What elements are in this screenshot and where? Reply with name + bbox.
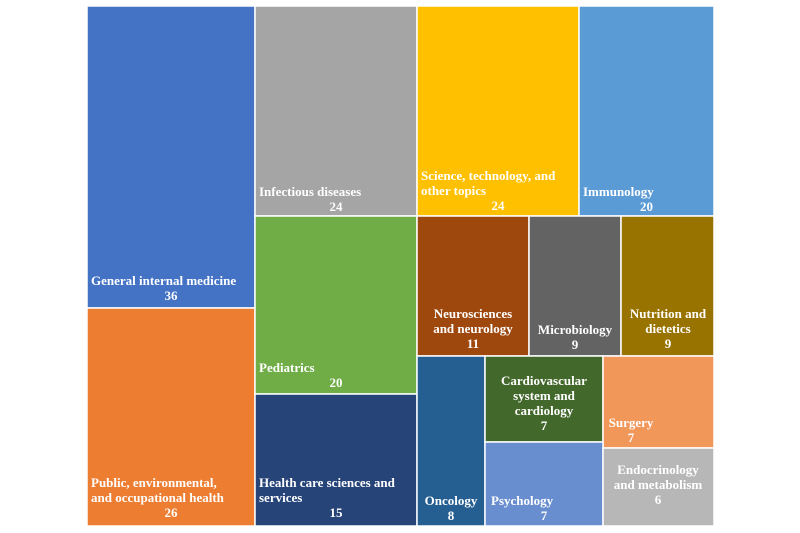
- tile-value-general-internal-medicine: 36: [165, 288, 179, 303]
- tile-oncology: [416, 355, 486, 527]
- tile-value-infectious-diseases: 24: [330, 199, 344, 214]
- tile-label-psychology: Psychology: [491, 493, 554, 508]
- tile-value-immunology: 20: [640, 199, 653, 214]
- tile-general-internal-medicine: [86, 5, 256, 309]
- tile-label-surgery: Surgery: [609, 415, 654, 430]
- tile-value-neurosciences-and-neurology: 11: [467, 336, 479, 351]
- tile-endocrinology-and-metabolism: [602, 447, 715, 527]
- tile-nutrition-and-dietetics: [620, 215, 715, 357]
- tile-value-psychology: 7: [541, 508, 548, 523]
- tile-value-health-care-sciences-and-services: 15: [330, 505, 344, 520]
- tile-value-nutrition-and-dietetics: 9: [665, 336, 672, 351]
- tile-infectious-diseases: [254, 5, 418, 217]
- tile-health-care-sciences-and-services: [254, 393, 418, 527]
- tile-label-pediatrics: Pediatrics: [259, 360, 315, 375]
- tile-microbiology: [528, 215, 622, 357]
- tile-neurosciences-and-neurology: [416, 215, 530, 357]
- tile-label-immunology: Immunology: [583, 184, 654, 199]
- tile-label-science-technology-and-other-topics: Science, technology, and other topics: [421, 168, 556, 198]
- tile-label-public-environmental-and-occupational-health: Public, environmental, and occupational h…: [91, 475, 225, 505]
- tile-pediatrics: [254, 215, 418, 395]
- tile-value-cardiovascular-system-and-cardiology: 7: [541, 418, 548, 433]
- tile-label-microbiology: Microbiology: [538, 322, 613, 337]
- tile-label-neurosciences-and-neurology: Neurosciences and neurology: [433, 306, 513, 336]
- tile-public-environmental-and-occupational-health: [86, 307, 256, 527]
- tile-label-oncology: Oncology: [425, 493, 478, 508]
- tile-science-technology-and-other-topics: [416, 5, 580, 217]
- tile-label-health-care-sciences-and-services: Health care sciences and services: [259, 475, 396, 505]
- tile-value-public-environmental-and-occupational-health: 26: [165, 505, 179, 520]
- tile-label-endocrinology-and-metabolism: Endocrinology and metabolism: [614, 462, 703, 492]
- tile-surgery: [602, 355, 715, 449]
- tile-value-science-technology-and-other-topics: 24: [492, 198, 506, 213]
- tile-label-nutrition-and-dietetics: Nutrition and dietetics: [630, 306, 707, 336]
- tile-value-surgery: 7: [628, 430, 635, 445]
- tile-value-pediatrics: 20: [330, 375, 343, 390]
- tile-value-endocrinology-and-metabolism: 6: [655, 492, 662, 507]
- tile-value-microbiology: 9: [572, 337, 579, 352]
- tile-immunology: [578, 5, 715, 217]
- tile-label-general-internal-medicine: General internal medicine: [91, 273, 236, 288]
- tile-label-cardiovascular-system-and-cardiology: Cardiovascular system and cardiology: [501, 373, 587, 418]
- tile-label-infectious-diseases: Infectious diseases: [259, 184, 361, 199]
- tile-cardiovascular-system-and-cardiology: [484, 355, 604, 443]
- tile-psychology: [484, 441, 604, 527]
- tile-value-oncology: 8: [448, 508, 455, 523]
